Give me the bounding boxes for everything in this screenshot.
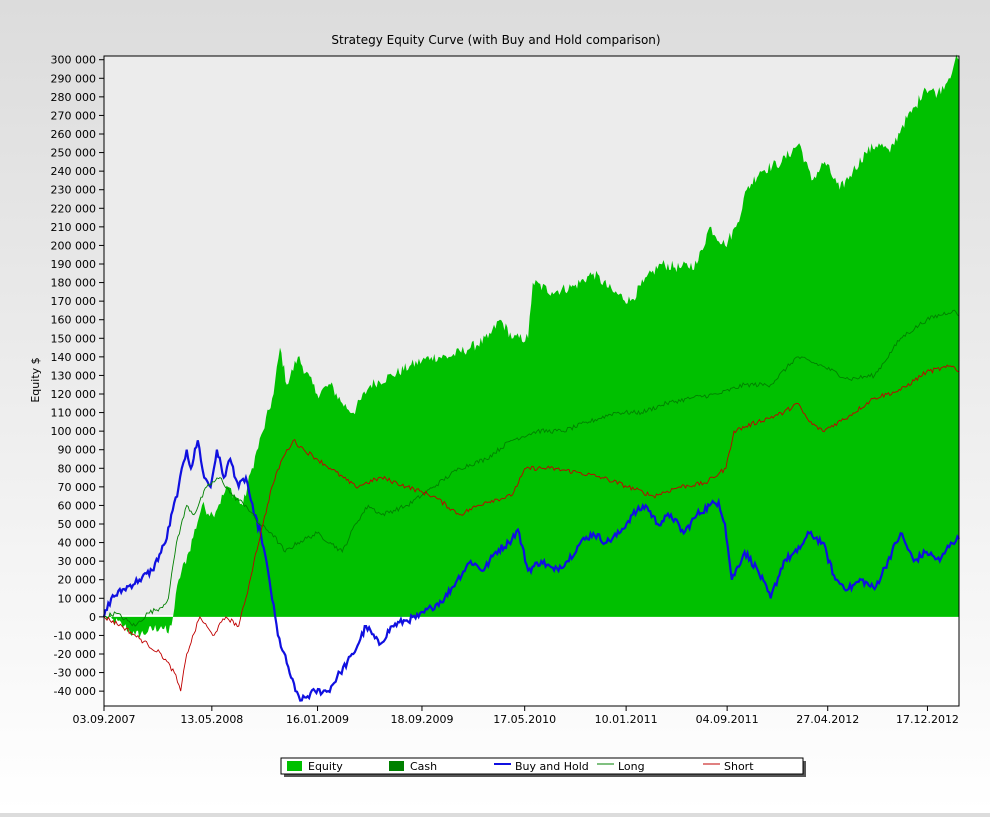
x-tick-label: 27.04.2012 <box>796 713 859 726</box>
x-tick-label: 04.09.2011 <box>696 713 759 726</box>
y-tick-label: 280 000 <box>51 91 97 104</box>
y-tick-label: 230 000 <box>51 184 97 197</box>
legend-box <box>280 757 804 775</box>
y-tick-label: 20 000 <box>58 574 97 587</box>
y-tick-label: 300 000 <box>51 54 97 67</box>
x-axis: 03.09.2007 13.05.2008 16.01.2009 18.09.2009… <box>73 706 959 726</box>
y-tick-label: 170 000 <box>51 295 97 308</box>
y-tick-label: -40 000 <box>54 685 96 698</box>
legend-swatch-equity <box>287 761 302 771</box>
plot-frame <box>103 55 960 707</box>
y-tick-label: 110 000 <box>51 407 97 420</box>
y-tick-label: -30 000 <box>54 667 96 680</box>
y-tick-label: 180 000 <box>51 277 97 290</box>
y-tick-label: 60 000 <box>58 499 97 512</box>
y-tick-label: 80 000 <box>58 462 97 475</box>
y-tick-label: 210 000 <box>51 221 97 234</box>
y-tick-label: 40 000 <box>58 537 97 550</box>
y-tick-label: 130 000 <box>51 369 97 382</box>
plot-negative-region <box>104 615 959 706</box>
legend: Equity Cash Buy and Hold Long Short <box>280 757 806 777</box>
y-tick-label: -10 000 <box>54 629 96 642</box>
legend-label-equity: Equity <box>308 760 343 773</box>
series-layer <box>102 54 960 702</box>
y-axis-label: Equity $ <box>29 357 42 402</box>
y-tick-label: 290 000 <box>51 72 97 85</box>
x-tick-label: 17.05.2010 <box>493 713 556 726</box>
series-area-equity <box>104 54 959 639</box>
y-tick-label: 100 000 <box>51 425 97 438</box>
y-tick-label: -20 000 <box>54 648 96 661</box>
y-tick-label: 240 000 <box>51 165 97 178</box>
x-tick-label: 13.05.2008 <box>180 713 243 726</box>
series-line-short <box>103 364 960 692</box>
y-tick-label: 250 000 <box>51 147 97 160</box>
y-tick-label: 50 000 <box>58 518 97 531</box>
chart-title: Strategy Equity Curve (with Buy and Hold… <box>331 33 660 47</box>
y-tick-label: 70 000 <box>58 481 97 494</box>
y-tick-label: 10 000 <box>58 592 97 605</box>
y-tick-label: 0 <box>89 611 96 624</box>
legend-label-cash: Cash <box>410 760 437 773</box>
y-tick-label: 260 000 <box>51 128 97 141</box>
y-tick-label: 120 000 <box>51 388 97 401</box>
y-tick-label: 30 000 <box>58 555 97 568</box>
x-tick-label: 17.12.2012 <box>896 713 959 726</box>
legend-label-long: Long <box>618 760 645 773</box>
legend-label-buy-and-hold: Buy and Hold <box>515 760 589 773</box>
y-axis: -40 000 -30 000 -20 000 -10 000 0 10 000 20 00… <box>51 54 104 698</box>
legend-swatch-cash <box>389 761 404 771</box>
y-tick-label: 220 000 <box>51 202 97 215</box>
y-tick-label: 270 000 <box>51 109 97 122</box>
series-line-long <box>103 309 960 627</box>
y-tick-label: 190 000 <box>51 258 97 271</box>
y-tick-label: 90 000 <box>58 444 97 457</box>
x-tick-label: 10.01.2011 <box>595 713 658 726</box>
y-tick-label: 140 000 <box>51 351 97 364</box>
y-tick-label: 150 000 <box>51 332 97 345</box>
x-tick-label: 18.09.2009 <box>390 713 453 726</box>
x-tick-label: 03.09.2007 <box>73 713 136 726</box>
x-tick-label: 16.01.2009 <box>286 713 349 726</box>
series-line-buy-and-hold <box>102 440 960 702</box>
y-tick-label: 160 000 <box>51 314 97 327</box>
y-tick-label: 200 000 <box>51 239 97 252</box>
legend-label-short: Short <box>724 760 754 773</box>
